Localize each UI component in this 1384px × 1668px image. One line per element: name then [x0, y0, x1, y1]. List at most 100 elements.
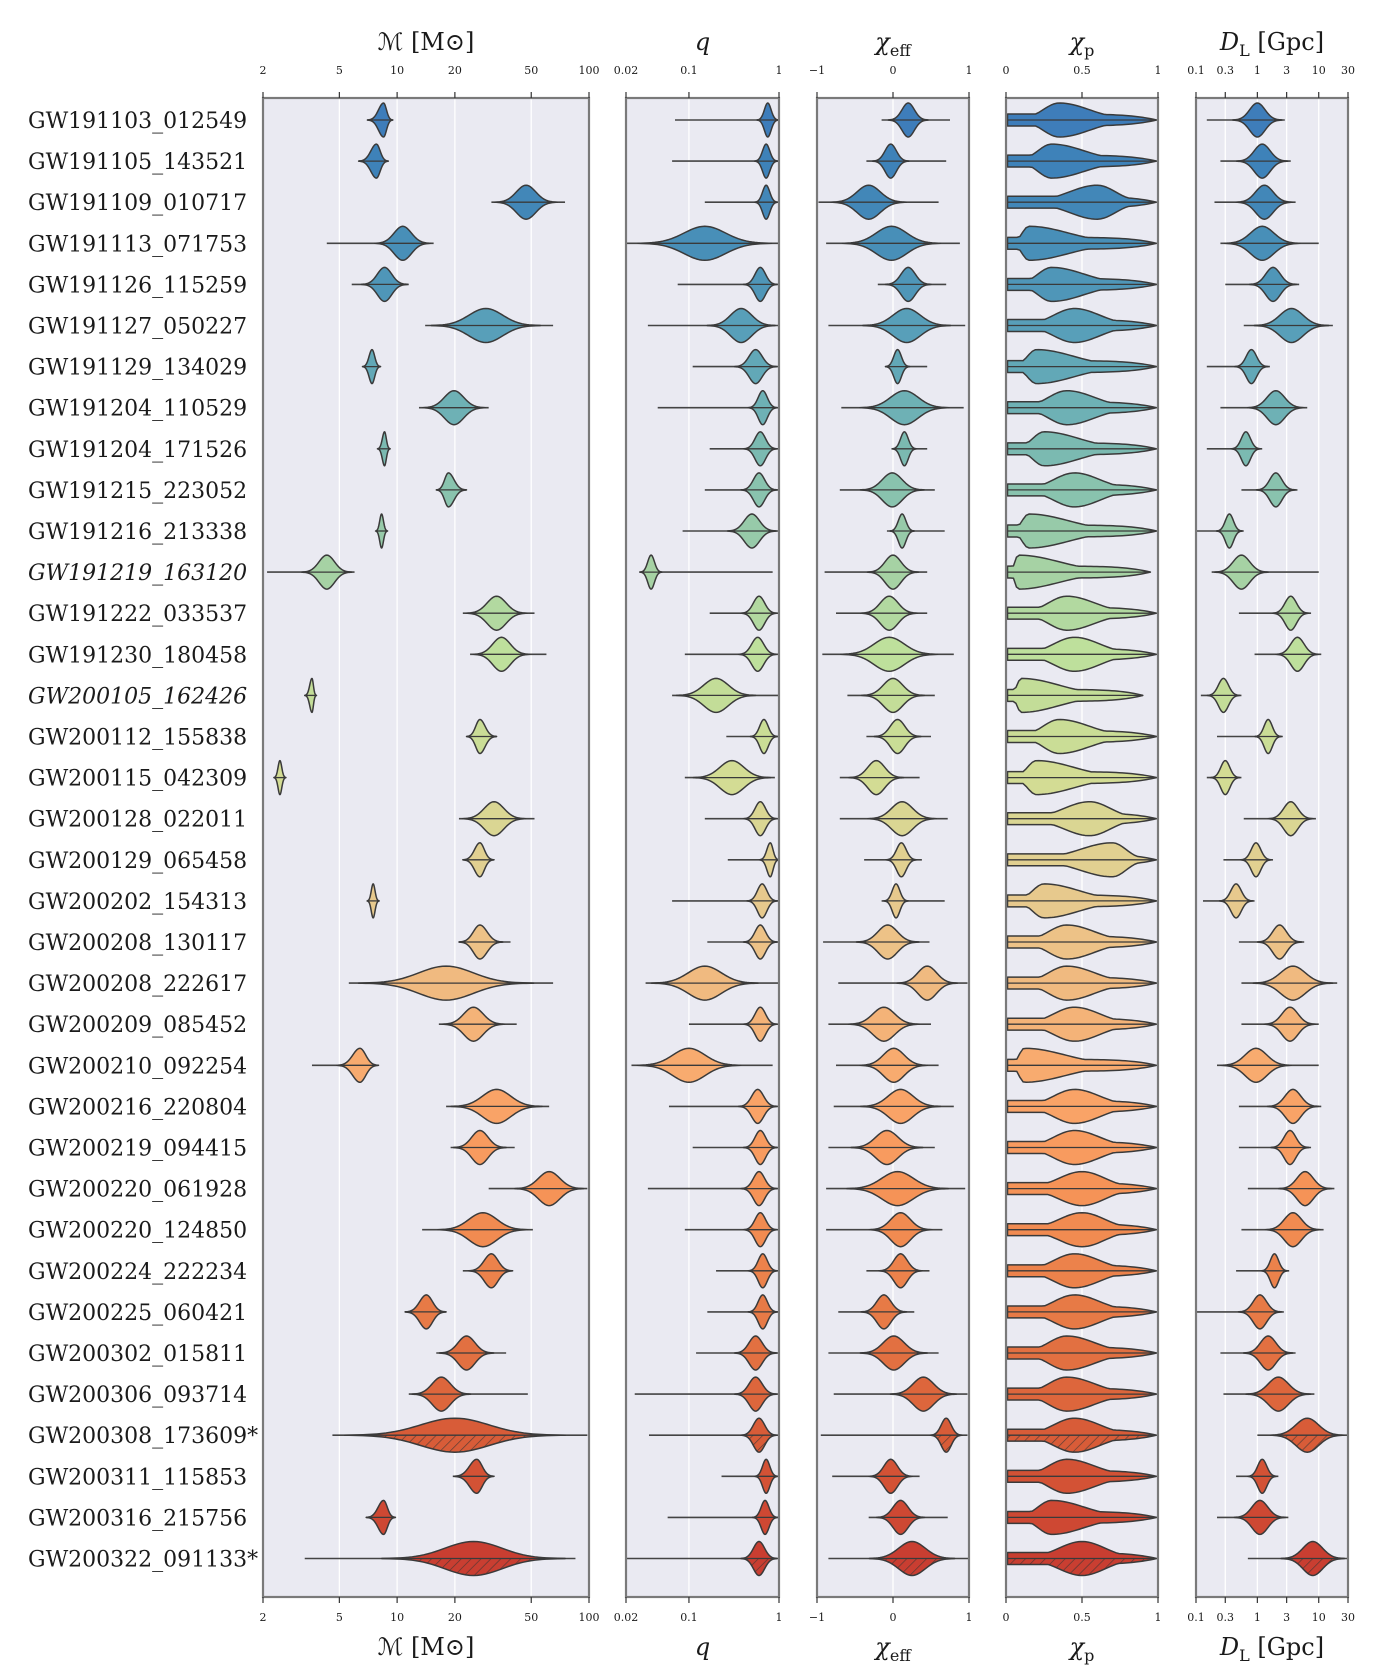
violin-mass_ratio-gw200220-061928: [647, 1170, 779, 1207]
tick-label-bottom: −1: [809, 1611, 825, 1624]
tick-label-bottom: 0.5: [1073, 1611, 1091, 1624]
event-label-gw200306-093714: GW200306_093714: [28, 1383, 247, 1408]
violin-distance-gw200225-060421: [1196, 1294, 1284, 1330]
violin-chi_eff-gw200311-115853: [832, 1458, 920, 1495]
panel-chi_p: 0 0 0.5 0.5 1 1 χp χp: [1003, 28, 1162, 1665]
panel-distance: 0.1 0.1 0.3 0.3 1 1 3 3 10 10 30 30 DL [Gpc] DL [Gpc]: [1187, 28, 1355, 1665]
violin-mass_ratio-gw200208-130117: [707, 924, 779, 960]
event-label-gw200220-061928: GW200220_061928: [28, 1178, 247, 1203]
tick-label-top: 10: [1312, 64, 1326, 77]
tick-label-bottom: 5: [336, 1611, 343, 1624]
event-label-gw191113-071753: GW191113_071753: [28, 232, 247, 257]
violin-mass_ratio-gw200322-091133: [626, 1540, 779, 1577]
violin-distance-gw200224-222234: [1236, 1253, 1290, 1289]
violin-distance-gw191204-171526: [1206, 431, 1263, 467]
violin-mass_ratio-gw200208-222617: [645, 965, 779, 1001]
tick-label-top: 0: [890, 64, 897, 77]
violin-chi_p-gw200316-215756: [1006, 1499, 1158, 1536]
violin-mass_ratio-gw191204-171526: [709, 431, 779, 467]
violin-mass_ratio-gw200105-162426: [672, 677, 779, 714]
violin-chi_p-gw191230-180458: [1006, 636, 1158, 673]
violin-chi_eff-gw191113-071753: [826, 225, 960, 262]
violin-chi_eff-gw200208-222617: [838, 965, 968, 1001]
axis-label-top: χeff: [873, 28, 912, 60]
tick-label-top: 1: [776, 64, 783, 77]
violin-distance-gw200202-154313: [1202, 883, 1255, 919]
violin-chi_eff-gw200220-124850: [826, 1211, 943, 1248]
violin-chi_p-gw200224-222234: [1006, 1253, 1158, 1289]
violin-chirp_mass-gw200112-155838: [465, 718, 498, 755]
violin-mass_ratio-gw191105-143521: [672, 143, 779, 179]
tick-label-bottom: 10: [390, 1611, 404, 1624]
tick-label-bottom: 0.1: [680, 1611, 698, 1624]
event-label-gw200210-092254: GW200210_092254: [28, 1054, 247, 1079]
tick-label-top: 1: [1155, 64, 1162, 77]
violin-chi_eff-gw191204-171526: [891, 431, 928, 467]
violin-chi_p-gw200306-093714: [1006, 1376, 1158, 1412]
violin-chirp_mass-gw200105-162426: [303, 677, 318, 714]
axis-label-top: ℳ [M⊙]: [378, 28, 475, 56]
tick-label-bottom: 0.02: [614, 1611, 639, 1624]
violin-chi_eff-gw200308-173609: [820, 1417, 968, 1453]
violin-chirp_mass-gw191129-134029: [361, 348, 382, 385]
axis-label-bottom: q: [695, 1633, 710, 1661]
event-label-gw191215-223052: GW191215_223052: [28, 479, 247, 504]
tick-label-bottom: 100: [579, 1611, 600, 1624]
violin-distance-gw200219-094415: [1238, 1129, 1312, 1166]
event-label-gw200316-215756: GW200316_215756: [28, 1506, 247, 1531]
violin-distance-gw200208-130117: [1238, 924, 1305, 960]
event-label-gw191109-010717: GW191109_010717: [28, 191, 247, 216]
tick-label-bottom: 1: [1155, 1611, 1162, 1624]
tick-label-top: 1: [966, 64, 973, 77]
panel-mass_ratio: 0.02 0.02 0.1 0.1 1 1 q q: [614, 28, 783, 1661]
tick-label-bottom: 10: [1312, 1611, 1326, 1624]
violin-hatch: [741, 1558, 777, 1576]
violin-distance-gw191222-033537: [1238, 595, 1312, 631]
violin-distance-gw200209-085452: [1241, 1006, 1319, 1042]
violin-mass_ratio-gw200216-220804: [668, 1088, 779, 1125]
tick-label-top: 5: [336, 64, 343, 77]
violin-chi_eff-gw200128-022011: [839, 800, 948, 837]
violin-chirp_mass-gw200210-092254: [311, 1047, 380, 1084]
violin-chi_p-gw200302-015811: [1006, 1335, 1158, 1371]
violin-chirp_mass-gw200225-060421: [404, 1294, 447, 1330]
violin-chi_eff-gw200316-215756: [868, 1499, 948, 1536]
violin-chi_p-gw191219-163120: [1006, 554, 1152, 590]
violin-chi_p-gw200220-124850: [1006, 1211, 1158, 1248]
violin-hatch: [869, 1558, 955, 1576]
violin-chi_p-gw200216-220804: [1006, 1088, 1158, 1125]
violin-mass_ratio-gw200210-092254: [631, 1047, 773, 1084]
violin-chi_eff-gw200210-092254: [836, 1047, 939, 1084]
axis-label-top: χp: [1068, 28, 1095, 60]
event-label-gw200115-042309: GW200115_042309: [28, 767, 247, 792]
event-labels: GW191103_012549 GW191105_143521 GW191109_0…: [28, 109, 258, 1573]
tick-label-top: 30: [1341, 64, 1355, 77]
violin-chirp_mass-gw200208-130117: [458, 924, 511, 960]
tick-label-bottom: 1: [776, 1611, 783, 1624]
event-label-gw191126-115259: GW191126_115259: [28, 273, 247, 298]
violin-chi_p-gw191129-134029: [1006, 348, 1158, 385]
violin-chirp_mass-gw200308-173609: [332, 1417, 588, 1453]
violin-chi_p-gw200225-060421: [1006, 1294, 1158, 1330]
event-label-gw200322-091133: GW200322_091133*: [28, 1548, 258, 1573]
violin-chi_p-gw191127-050227: [1006, 307, 1158, 344]
violin-chi_p-gw191204-171526: [1006, 431, 1158, 467]
violin-distance-gw200112-155838: [1217, 718, 1283, 755]
violin-mass_ratio-gw191230-180458: [684, 636, 779, 673]
violin-distance-gw191127-050227: [1243, 307, 1333, 344]
axis-label-bottom: DL [Gpc]: [1219, 1633, 1324, 1665]
violin-chi_p-gw191216-213338: [1006, 513, 1158, 549]
violin-chi_p-gw200208-222617: [1006, 965, 1158, 1001]
tick-label-bottom: 0.3: [1217, 1611, 1235, 1624]
axis-label-top: DL [Gpc]: [1219, 28, 1324, 60]
violin-mass_ratio-gw191109-010717: [704, 184, 779, 220]
violin-chirp_mass-gw200128-022011: [458, 800, 535, 837]
event-label-gw191219-163120: GW191219_163120: [28, 561, 247, 586]
tick-label-bottom: 2: [260, 1611, 267, 1624]
violin-mass_ratio-gw200219-094415: [692, 1129, 779, 1166]
tick-label-top: 1: [1254, 64, 1261, 77]
violin-distance-gw200220-061928: [1247, 1170, 1335, 1207]
event-label-gw200128-022011: GW200128_022011: [28, 808, 247, 833]
violin-chi_eff-gw200219-094415: [828, 1129, 935, 1166]
violin-chi_p-gw200219-094415: [1006, 1129, 1158, 1166]
